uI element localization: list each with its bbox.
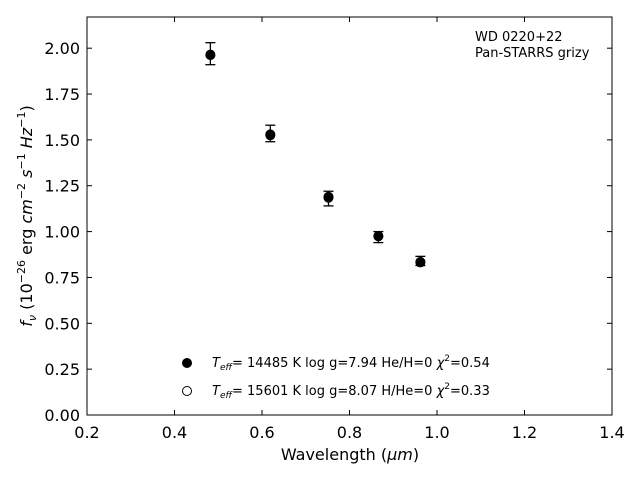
legend-1-eff: eff [220,363,234,373]
y-label-exp-s: −1 [15,153,28,169]
x-axis-label-prefix: Wavelength ( [281,445,387,464]
x-axis-label-unit: μm [386,445,413,464]
legend-1-sq: 2 [444,354,450,364]
legend-entry-1: Teff= 14485 K log g=7.94 He/H=0 χ2=0.54 [212,354,490,373]
legend-entry-2: Teff= 15601 K log g=8.07 H/He=0 χ2=0.33 [212,382,490,401]
y-label-cm: cm [17,199,36,223]
legend-2-T: T [212,384,221,399]
y-tick-label: 1.00 [44,223,80,242]
x-tick-label: 1.2 [512,423,537,442]
legend-1-val: =0.54 [450,356,490,371]
y-tick-label: 1.75 [44,85,80,104]
model-point-filled [373,231,384,242]
annotation-line-2: Pan-STARRS grizy [475,46,590,61]
y-tick-label: 0.25 [44,360,80,379]
y-tick-label: 1.25 [44,177,80,196]
y-label-exp-hz: −1 [15,112,28,128]
y-label-erg: erg [17,224,36,260]
x-tick-label: 1.4 [599,423,624,442]
legend-1-T: T [212,356,221,371]
model-point-filled [265,129,276,140]
annotation-line-1: WD 0220+22 [475,30,563,45]
x-axis-label-suffix: ) [413,445,419,464]
x-tick-label: 1.0 [424,423,449,442]
legend: Teff= 14485 K log g=7.94 He/H=0 χ2=0.54 … [182,354,490,401]
legend-2-sq: 2 [444,382,450,392]
y-label-nu: ν [26,315,39,321]
x-tick-label: 0.4 [162,423,187,442]
model-point-filled [415,256,426,267]
legend-marker-open [182,386,192,396]
data-layer [205,42,426,268]
y-tick-label: 0.00 [44,406,80,425]
legend-2-val: =0.33 [450,384,490,399]
x-axis-label: Wavelength (μm) [281,445,419,464]
y-label-close: ) [17,105,36,111]
y-tick-label: 1.50 [44,131,80,150]
x-tick-label: 0.2 [74,423,99,442]
legend-1-main: = 14485 K log g=7.94 He/H=0 [232,356,437,371]
y-label-f: f [17,319,36,327]
y-axis-label: fν (10−26 erg cm−2 s−1 Hz−1) [15,105,39,326]
model-point-filled [323,191,334,202]
legend-1-chi: χ [436,356,446,371]
model-point-filled [205,49,216,60]
y-tick-label: 2.00 [44,39,80,58]
legend-2-eff: eff [220,391,234,401]
legend-2-main: = 15601 K log g=8.07 H/He=0 [232,384,437,399]
legend-2-chi: χ [436,384,446,399]
y-label-exp26: −26 [15,260,28,283]
legend-marker-filled [182,358,192,368]
y-tick-label: 0.50 [44,314,80,333]
y-tick-label: 0.75 [44,268,80,287]
y-label-hz: Hz [17,127,36,148]
y-label-exp-cm: −2 [15,183,28,199]
axis-ticks: 0.2 0.4 0.6 0.8 1.0 1.2 1.4 0.00 0.25 0.50 0.75 1.0… [44,17,625,442]
y-label-s: s [17,170,36,178]
y-label-10: (10 [17,283,36,315]
x-tick-label: 0.6 [249,423,274,442]
x-tick-label: 0.8 [337,423,362,442]
